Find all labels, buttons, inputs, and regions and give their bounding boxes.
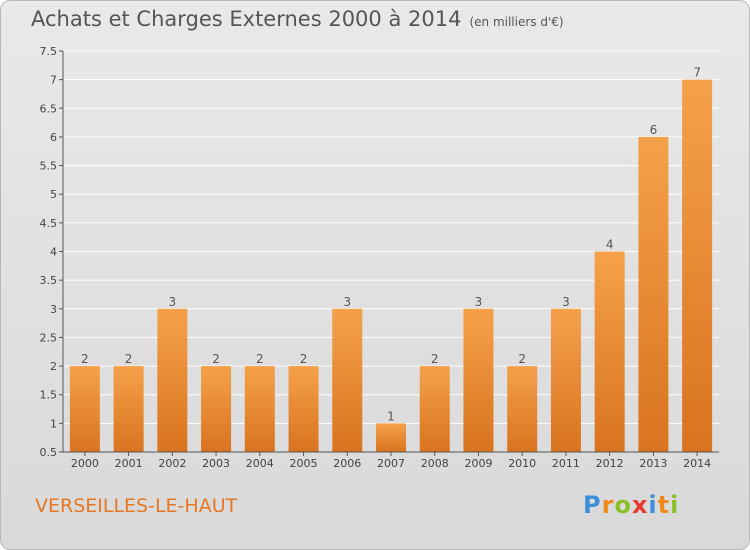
data-label: 3: [475, 295, 483, 309]
x-tick-label: 2006: [333, 457, 361, 470]
y-tick-label: 6: [50, 131, 57, 144]
x-tick-label: 2011: [552, 457, 580, 470]
x-tick-label: 2005: [290, 457, 318, 470]
y-tick-label: 0.5: [40, 446, 58, 459]
bar-2008: [419, 366, 450, 452]
bar-2004: [244, 366, 275, 452]
data-label: 2: [125, 352, 133, 366]
x-tick-label: 2014: [683, 457, 711, 470]
x-tick-label: 2009: [464, 457, 492, 470]
bar-2012: [594, 251, 625, 452]
y-tick-label: 6.5: [40, 102, 58, 115]
chart-title: Achats et Charges Externes 2000 à 2014 (e…: [31, 7, 564, 31]
bar-2003: [201, 366, 232, 452]
bar-2002: [157, 308, 188, 452]
bar-2009: [463, 308, 494, 452]
x-tick-label: 2002: [158, 457, 186, 470]
data-label: 1: [387, 409, 395, 423]
y-tick-label: 3.5: [40, 274, 58, 287]
axes: 0.5 1 1.5 2 2.5 3 3.5 4 4.5 5 5.5 6 6.5 7 7.5 2000 2001 2…: [40, 45, 719, 470]
bar-2007: [376, 423, 406, 452]
x-tick-label: 2000: [71, 457, 99, 470]
bar-2010: [507, 366, 538, 452]
chart-title-text: Achats et Charges Externes 2000 à 2014: [31, 7, 462, 31]
y-tick-label: 3: [50, 303, 57, 316]
bar-2013: [638, 136, 669, 452]
data-label: 2: [256, 352, 264, 366]
x-tick-label: 2004: [246, 457, 274, 470]
bars: 2 2 3 2 2 2 3 1 2 3 2 3 4 6 7: [69, 66, 713, 453]
y-tick-label: 5: [50, 188, 57, 201]
x-tick-label: 2007: [377, 457, 405, 470]
y-tick-label: 7.5: [40, 45, 58, 58]
bar-2006: [332, 308, 363, 452]
x-tick-label: 2013: [639, 457, 667, 470]
bar-2000: [69, 366, 100, 452]
y-tick-label: 1: [50, 417, 57, 430]
data-label: 2: [81, 352, 89, 366]
data-label: 2: [300, 352, 308, 366]
data-label: 7: [693, 66, 701, 80]
x-tick-label: 2001: [115, 457, 143, 470]
y-tick-label: 4.5: [40, 217, 58, 230]
y-tick-label: 2: [50, 360, 57, 373]
x-tick-label: 2010: [508, 457, 536, 470]
bar-2014: [682, 79, 713, 453]
data-label: 3: [562, 295, 570, 309]
data-label: 2: [212, 352, 220, 366]
y-tick-label: 5.5: [40, 160, 58, 173]
data-label: 6: [650, 123, 658, 137]
bar-2011: [550, 308, 581, 452]
proxiti-logo: Proxiti: [583, 491, 680, 519]
x-tick-label: 2012: [596, 457, 624, 470]
y-tick-label: 4: [50, 246, 57, 259]
y-tick-label: 7: [50, 74, 57, 87]
x-tick-label: 2008: [421, 457, 449, 470]
bar-2001: [113, 366, 144, 452]
chart-unit: (en milliers d'€): [469, 15, 564, 29]
data-label: 3: [343, 295, 351, 309]
data-label: 2: [431, 352, 439, 366]
data-label: 3: [169, 295, 177, 309]
bar-2005: [288, 366, 319, 452]
x-tick-label: 2003: [202, 457, 230, 470]
data-label: 2: [518, 352, 526, 366]
data-label: 4: [606, 238, 614, 252]
y-tick-label: 1.5: [40, 389, 58, 402]
y-tick-label: 2.5: [40, 331, 58, 344]
location-name: VERSEILLES-LE-HAUT: [35, 495, 238, 517]
